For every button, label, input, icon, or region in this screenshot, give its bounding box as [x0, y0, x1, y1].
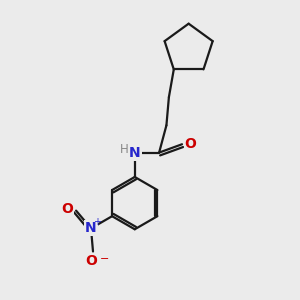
Text: N: N [85, 221, 97, 236]
Text: O: O [85, 254, 98, 268]
Text: N: N [129, 146, 141, 160]
Text: O: O [61, 202, 73, 216]
Text: H: H [120, 143, 129, 156]
Text: −: − [100, 254, 109, 265]
Text: +: + [94, 217, 101, 227]
Text: O: O [184, 137, 196, 151]
